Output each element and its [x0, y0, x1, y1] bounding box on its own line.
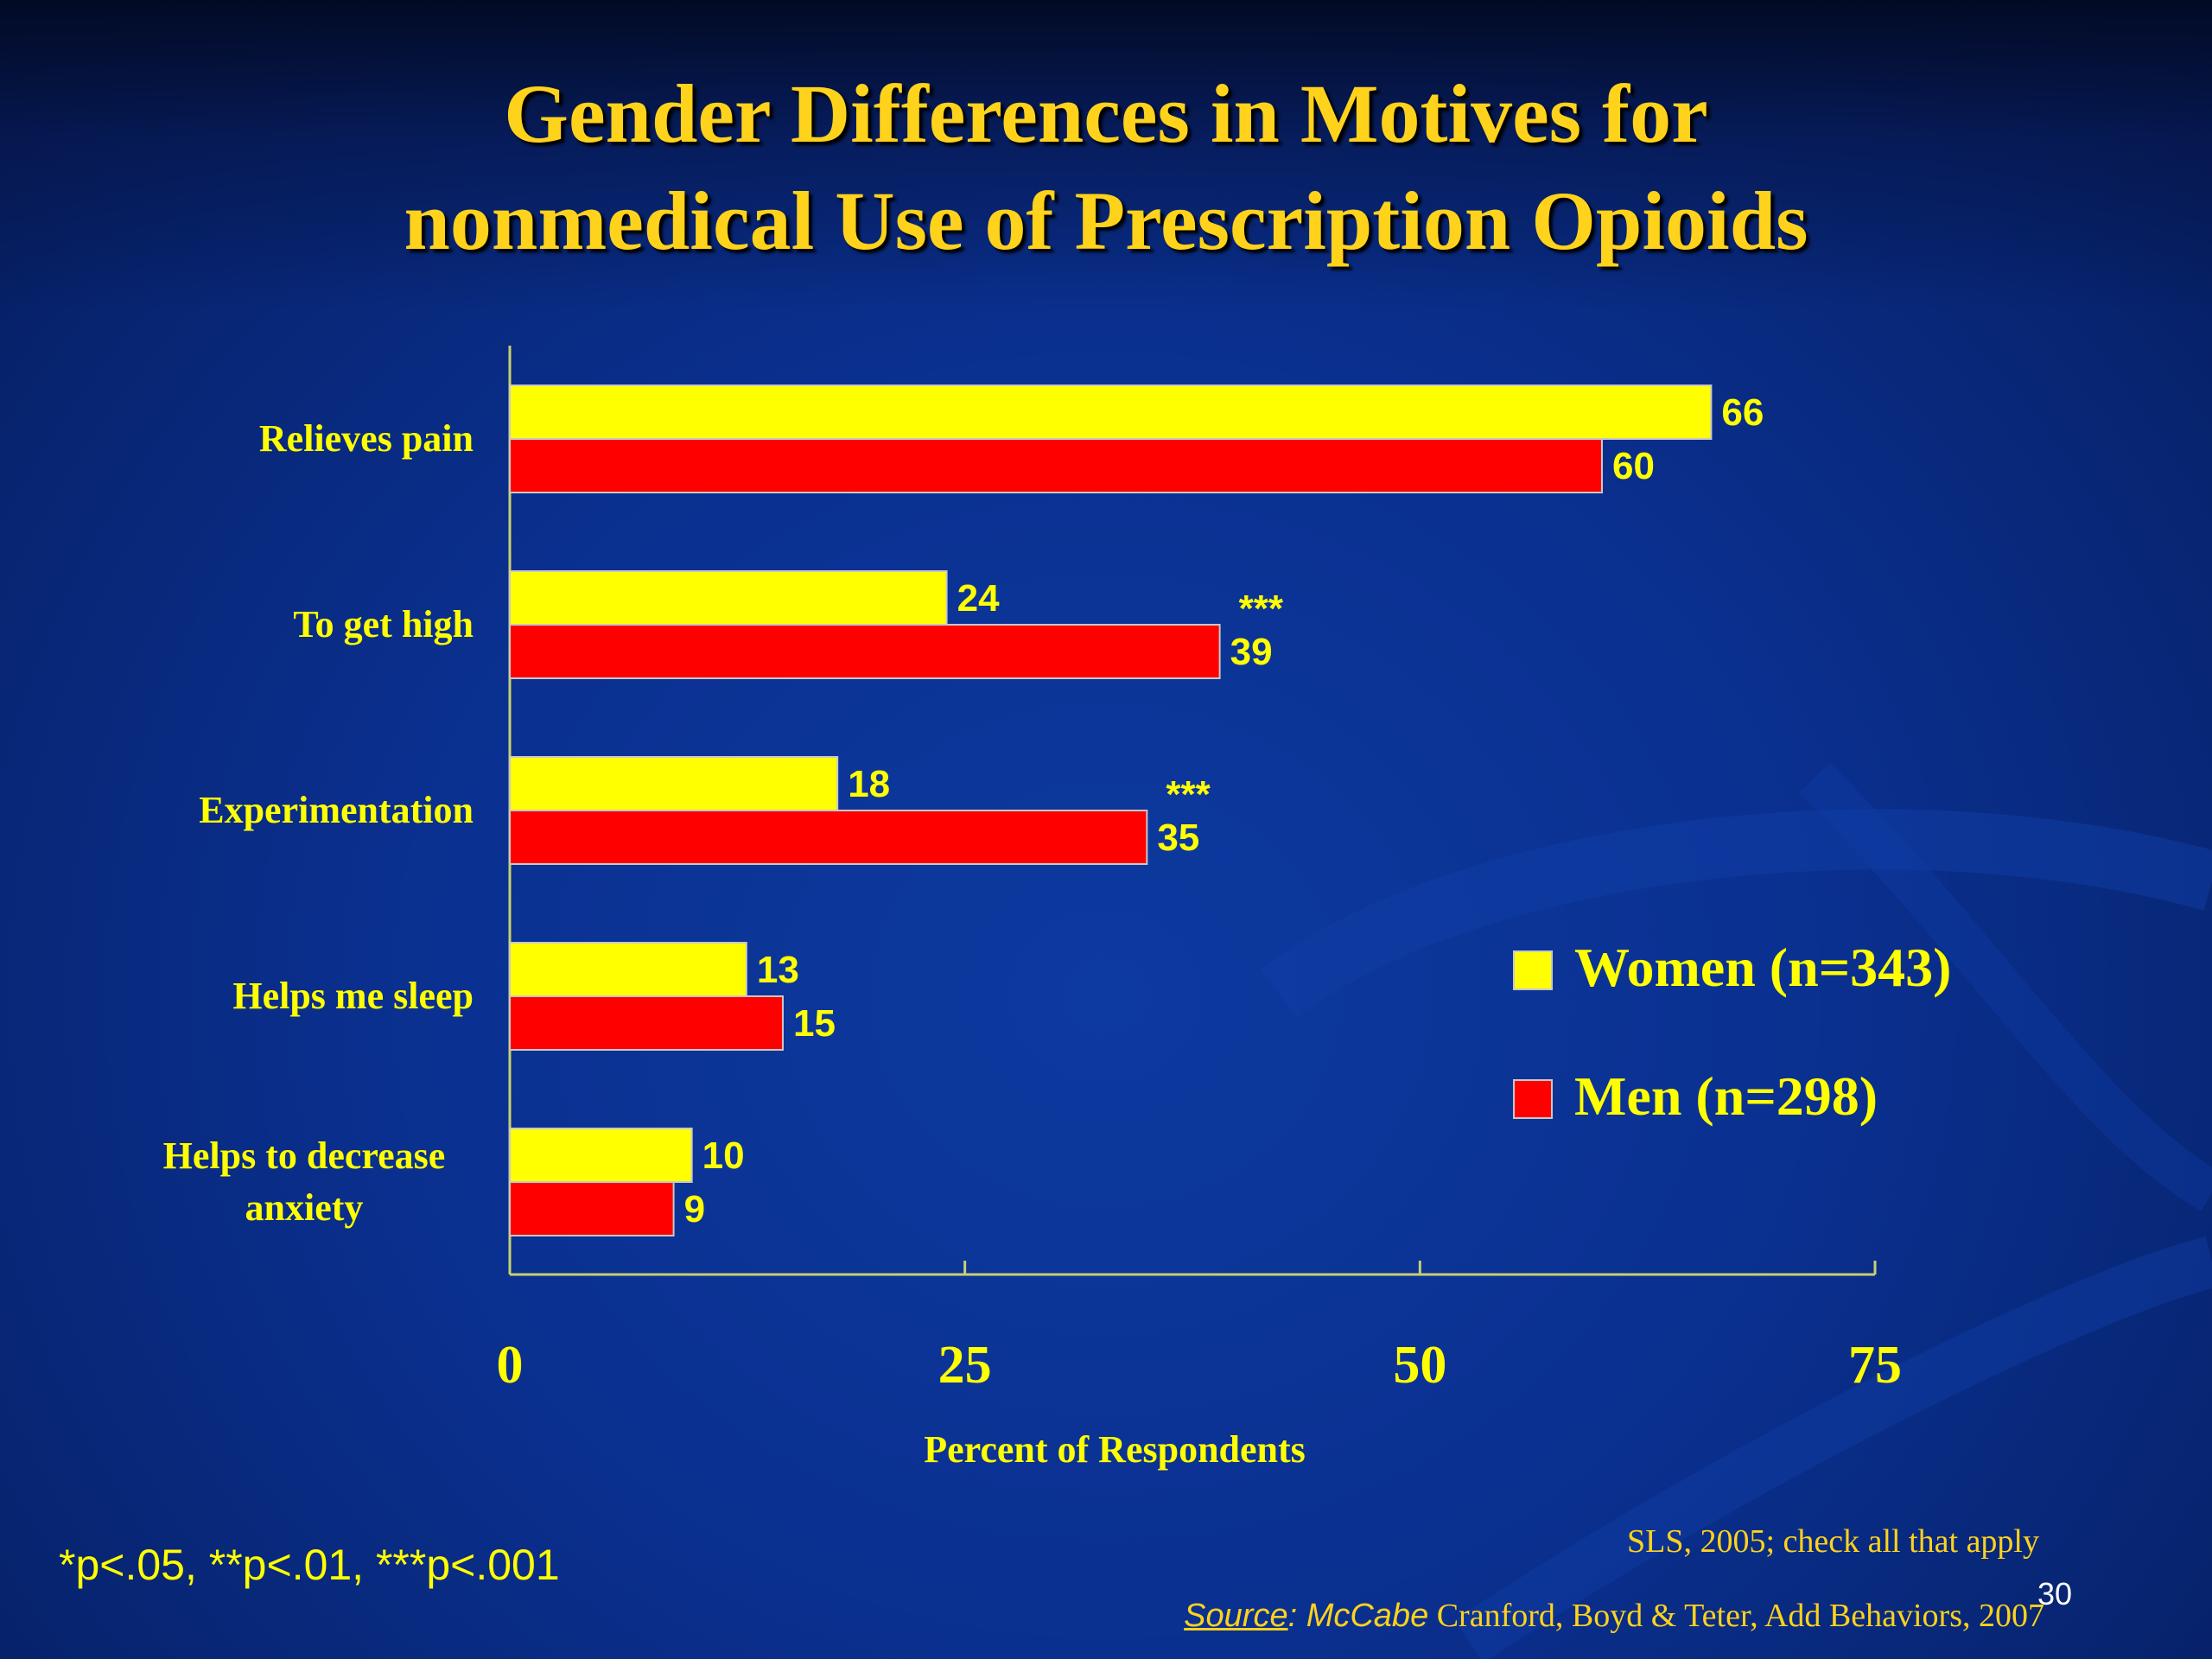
bar-men-3	[509, 995, 784, 1051]
bar-women-1	[509, 570, 948, 626]
category-label-2: Experimentation	[199, 789, 474, 831]
data-label-women-2: 18	[848, 763, 890, 805]
page-number: 30	[2037, 1576, 2073, 1611]
bar-men-2	[509, 810, 1148, 865]
data-label-women-0: 66	[1721, 391, 1764, 434]
bar-men-1	[509, 624, 1221, 679]
category-label-3: Helps me sleep	[232, 975, 474, 1017]
x-tick-label-2: 50	[1393, 1336, 1446, 1395]
data-label-men-3: 15	[793, 1002, 836, 1045]
legend-swatch-men	[1513, 1079, 1553, 1119]
data-label-men-4: 9	[684, 1188, 705, 1230]
source-citation: Source: McCabe Cranford, Boyd & Teter, A…	[1184, 1597, 2044, 1635]
survey-note: SLS, 2005; check all that apply	[1626, 1523, 2039, 1560]
category-label-0: Relieves pain	[259, 417, 474, 460]
data-label-women-4: 10	[702, 1135, 745, 1177]
data-label-men-2: 35	[1157, 817, 1199, 859]
significance-footnote: *p<.05, **p<.01, ***p<.001	[59, 1541, 560, 1589]
source-colon: :	[1287, 1598, 1306, 1634]
category-label-4-line-1: anxiety	[245, 1186, 364, 1229]
data-label-women-3: 13	[757, 949, 799, 991]
significance-marker-1: ***	[1239, 588, 1284, 630]
bar-women-0	[509, 385, 1713, 440]
title-line-2: nonmedical Use of Prescription Opioids	[404, 175, 1808, 267]
legend-label-women: Women (n=343)	[1574, 937, 1951, 998]
bar-women-2	[509, 756, 839, 811]
top-gradient	[0, 0, 2212, 311]
source-label: Source	[1184, 1598, 1288, 1634]
bar-women-3	[509, 942, 747, 997]
source-rest: Cranford, Boyd & Teter, Add Behaviors, 2…	[1428, 1598, 2044, 1634]
legend-swatch-women	[1513, 950, 1553, 990]
data-label-men-0: 60	[1612, 445, 1655, 487]
x-axis-label: Percent of Respondents	[924, 1428, 1306, 1471]
legend-label-men: Men (n=298)	[1574, 1065, 1878, 1127]
data-label-men-1: 39	[1230, 631, 1273, 673]
bar-women-4	[509, 1128, 693, 1183]
source-author: McCabe	[1306, 1598, 1429, 1634]
data-label-women-1: 24	[957, 577, 1000, 620]
bar-men-0	[509, 438, 1603, 493]
category-label-1: To get high	[293, 603, 474, 645]
x-tick-label-0: 0	[497, 1336, 524, 1395]
significance-marker-2: ***	[1166, 773, 1211, 816]
title-line-1: Gender Differences in Motives for	[504, 67, 1708, 160]
x-tick-label-1: 25	[938, 1336, 992, 1395]
x-tick-label-3: 75	[1848, 1336, 1902, 1395]
bar-men-4	[509, 1181, 675, 1236]
category-label-4-line-0: Helps to decrease	[163, 1135, 446, 1177]
chart-title: Gender Differences in Motives for nonmed…	[0, 60, 2212, 275]
